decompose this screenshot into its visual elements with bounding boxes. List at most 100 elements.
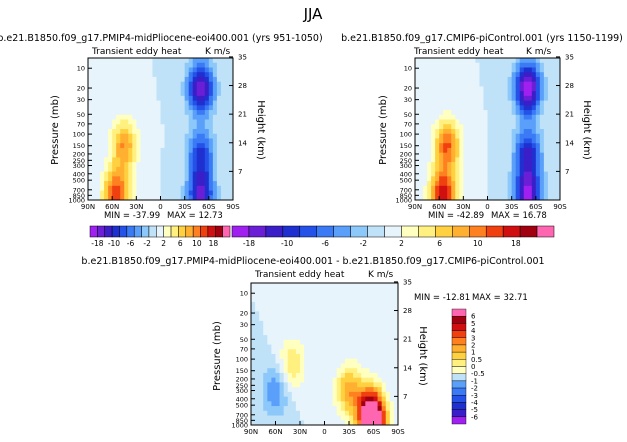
heatmap-cell [164,105,169,111]
heatmap-cell [200,86,206,92]
heatmap-cell [535,100,541,106]
heatmap-cell [308,292,313,298]
heatmap-cell [275,301,280,308]
heatmap-cell [212,105,218,111]
heatmap-cell [519,72,525,78]
heatmap-cell [172,157,178,163]
heatmap-cell [92,176,97,182]
heatmap-cell [156,162,161,168]
heatmap-cell [255,387,260,393]
heatmap-cell [308,396,313,402]
heatmap-cell [259,368,264,374]
heatmap-cell [124,124,129,130]
heatmap-cell [267,396,272,402]
panel1-subtitle: Transient eddy heat [91,47,182,57]
heatmap-cell [459,162,464,168]
heatmap-cell [136,129,141,135]
heatmap-cell [192,95,198,101]
heatmap-cell [365,354,370,360]
heatmap-cell [152,185,157,191]
heatmap-cell [369,382,374,388]
heatmap-cell [495,171,500,177]
heatmap-cell [328,335,334,341]
heatmap-cell [308,401,313,407]
heatmap-cell [120,67,125,73]
heatmap-cell [503,166,509,172]
heatmap-cell [112,119,117,125]
heatmap-cell [369,325,374,331]
heatmap-cell [439,152,444,158]
heatmap-cell [291,354,297,360]
heatmap-cell [148,133,153,139]
heatmap-cell [204,138,210,144]
heatmap-cell [475,124,480,130]
heatmap-cell [124,129,129,135]
heatmap-cell [467,81,472,87]
heatmap-cell [308,316,313,322]
heatmap-cell [535,72,541,78]
heatmap-cell [92,67,97,73]
heatmap-cell [381,410,387,416]
heatmap-cell [192,119,198,125]
heatmap-cell [357,377,362,383]
heatmap-cell [308,410,313,416]
heatmap-cell [176,185,182,191]
heatmap-cell [172,185,178,191]
heatmap-cell [132,152,137,158]
heatmap-cell [128,143,133,149]
heatmap-cell [184,100,190,106]
heatmap-cell [328,311,334,317]
heatmap-cell [523,58,529,64]
heatmap-cell [176,95,182,101]
heatmap-cell [136,147,141,154]
heatmap-cell [180,114,186,120]
heatmap-cell [140,185,145,191]
heatmap-cell [539,58,545,64]
heatmap-cell [304,325,309,331]
heatmap-cell [304,420,309,426]
heatmap-cell [435,185,440,191]
heatmap-cell [523,138,529,144]
heatmap-cell [471,91,476,97]
heatmap-cell [415,166,420,172]
heatmap-cell [447,81,452,87]
heatmap-cell [148,91,153,97]
heatmap-cell [88,62,93,68]
heatmap-cell [224,162,230,168]
heatmap-cell [275,420,280,426]
heatmap-cell [259,372,264,379]
heatmap-cell [435,143,440,149]
heatmap-cell [531,58,537,64]
heatmap-cell [271,335,276,341]
heatmap-cell [435,124,440,130]
heatmap-cell [551,166,557,172]
heatmap-cell [279,415,285,421]
heatmap-cell [369,396,374,402]
heatmap-cell [419,105,424,111]
heatmap-cell [120,81,125,87]
heatmap-cell [208,95,214,101]
heatmap-cell [188,86,194,92]
heatmap-cell [287,391,293,397]
heatmap-cell [389,382,395,388]
heatmap-cell [547,100,553,106]
heatmap-cell [507,147,513,154]
heatmap-cell [459,86,464,92]
heatmap-cell [439,67,444,73]
heatmap-cell [291,325,297,331]
heatmap-cell [439,181,444,187]
heatmap-cell [208,91,214,97]
heatmap-cell [200,67,206,73]
heatmap-cell [381,415,387,421]
heatmap-cell [188,67,194,73]
heatmap-cell [332,406,338,412]
heatmap-cell [393,344,399,350]
heatmap-cell [208,76,214,83]
y-tick-label: 150 [400,142,412,150]
heatmap-cell [353,344,358,350]
heatmap-cell [287,292,293,298]
heatmap-cell [212,67,218,73]
heatmap-cell [120,100,125,106]
heatmap-cell [132,181,137,187]
heatmap-cell [340,316,346,322]
